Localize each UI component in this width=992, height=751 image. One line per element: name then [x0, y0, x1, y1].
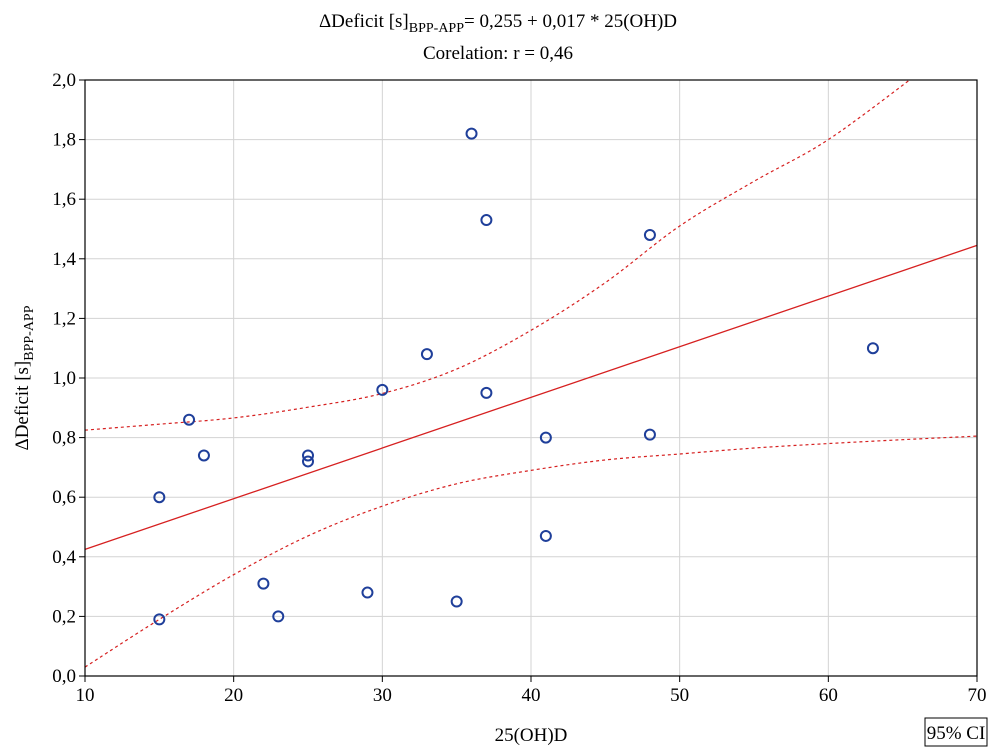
- ylabel-subscript: BPP-APP: [22, 305, 37, 360]
- grid: [85, 80, 977, 676]
- title-subscript: BPP-APP: [409, 21, 464, 36]
- data-point: [450, 595, 463, 608]
- data-point: [153, 613, 166, 626]
- x-tick-label: 30: [373, 685, 392, 706]
- title-suffix: = 0,255 + 0,017 * 25(OH)D: [464, 11, 677, 32]
- y-tick-label: 1,2: [52, 308, 76, 329]
- data-point: [153, 491, 166, 504]
- x-axis-ticks: 10 20 30 40 50 60 70: [76, 676, 987, 706]
- data-point: [539, 431, 552, 444]
- data-point: [197, 449, 210, 462]
- y-tick-label: 1,4: [52, 249, 76, 270]
- y-tick-label: 1,6: [52, 189, 76, 210]
- data-point: [643, 428, 656, 441]
- data-point: [361, 586, 374, 599]
- y-axis-label: ΔDeficit [s]BPP-APP: [12, 305, 37, 450]
- y-tick-label: 0,8: [52, 428, 76, 449]
- y-tick-label: 1,0: [52, 368, 76, 389]
- data-point: [272, 610, 285, 623]
- x-tick-label: 40: [522, 685, 541, 706]
- data-point: [257, 577, 270, 590]
- confidence-interval-curves: [85, 80, 977, 668]
- data-point: [480, 386, 493, 399]
- y-axis-ticks: 0,0 0,2 0,4 0,6 0,8 1,0 1,2 1,4 1,6 1,8 2,0: [52, 70, 85, 687]
- y-tick-label: 0,4: [52, 547, 76, 568]
- x-tick-label: 50: [670, 685, 689, 706]
- y-tick-label: 0,0: [52, 666, 76, 687]
- data-point: [480, 214, 493, 227]
- chart-title-line-2: Corelation: r = 0,46: [423, 43, 573, 64]
- data-point: [302, 455, 314, 468]
- y-tick-label: 0,2: [52, 606, 76, 627]
- chart-title-line-1: ΔDeficit [s]BPP-APP= 0,255 + 0,017 * 25(…: [319, 11, 677, 36]
- y-tick-label: 2,0: [52, 70, 76, 91]
- data-point: [643, 228, 656, 241]
- x-tick-label: 70: [968, 685, 987, 706]
- legend-label: 95% CI: [927, 723, 986, 744]
- ylabel-prefix: ΔDeficit [s]: [12, 361, 33, 451]
- data-point: [539, 529, 552, 542]
- data-points: [153, 127, 879, 626]
- data-point: [376, 383, 389, 396]
- data-point: [302, 449, 314, 462]
- data-point: [183, 413, 196, 426]
- title-prefix: ΔDeficit [s]: [319, 11, 409, 32]
- y-tick-label: 0,6: [52, 487, 76, 508]
- ci-upper-curve: [85, 80, 911, 431]
- x-tick-label: 60: [819, 685, 838, 706]
- regression-line-group: [84, 244, 978, 550]
- y-tick-label: 1,8: [52, 130, 76, 151]
- data-point: [420, 348, 433, 361]
- x-tick-label: 20: [224, 685, 243, 706]
- ci-lower-curve: [85, 435, 977, 668]
- x-tick-label: 10: [76, 685, 95, 706]
- regression-line: [84, 244, 978, 550]
- x-axis-label: 25(OH)D: [495, 725, 568, 746]
- data-point: [465, 127, 478, 140]
- legend-box: [924, 717, 988, 747]
- data-point: [866, 342, 879, 355]
- legend: 95% CI: [924, 717, 988, 747]
